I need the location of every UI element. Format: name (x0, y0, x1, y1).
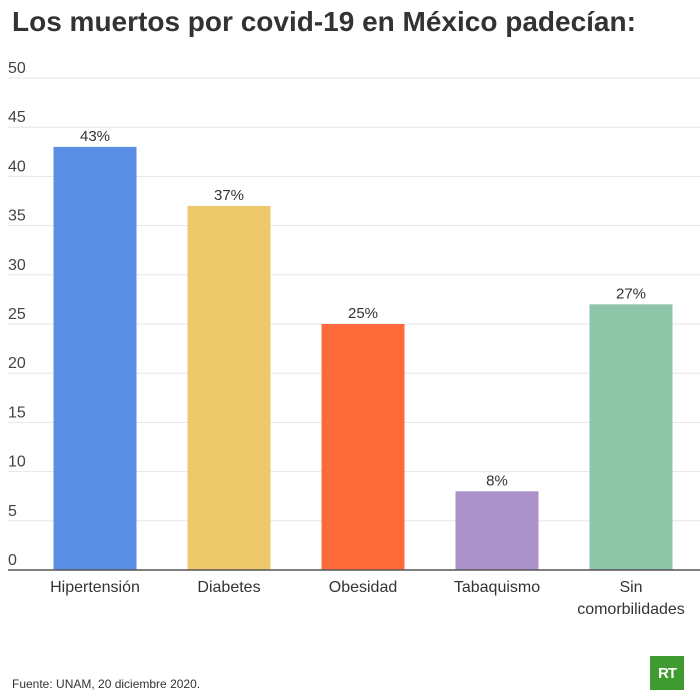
x-tick-label: Tabaquismo (454, 579, 540, 596)
data-label: 27% (616, 285, 646, 302)
y-tick-label: 25 (8, 306, 26, 323)
bar (187, 205, 271, 571)
y-tick-label: 10 (8, 454, 26, 471)
x-tick-label: comorbilidades (577, 601, 685, 618)
y-tick-label: 30 (8, 257, 26, 274)
bar (455, 491, 539, 570)
x-tick-label: Hipertensión (50, 579, 140, 596)
x-tick-label: Sin (619, 579, 642, 596)
x-tick-label: Diabetes (197, 579, 260, 596)
x-axis-labels: Hipertensión Diabetes Obesidad Tabaquismo Si… (50, 579, 685, 618)
y-tick-label: 50 (8, 60, 26, 77)
bars (53, 146, 673, 571)
data-label: 43% (80, 128, 110, 145)
bar-chart: 0 5 10 15 20 25 30 35 40 45 50 43% 37% 25% 8% 27% Hipe… (8, 60, 700, 618)
y-tick-label: 45 (8, 109, 26, 126)
bar (589, 304, 673, 570)
y-tick-label: 15 (8, 404, 26, 421)
bar (53, 146, 137, 570)
bar (321, 324, 405, 570)
source-note: Fuente: UNAM, 20 diciembre 2020. (12, 677, 201, 691)
y-axis-ticks: 0 5 10 15 20 25 30 35 40 45 50 (8, 60, 26, 569)
y-tick-label: 5 (8, 503, 17, 520)
y-tick-label: 35 (8, 208, 26, 225)
chart-title: Los muertos por covid-19 en México padec… (12, 6, 636, 37)
x-tick-label: Obesidad (329, 579, 398, 596)
rt-logo: RT (650, 656, 684, 690)
data-label: 25% (348, 305, 378, 322)
data-label: 8% (486, 472, 508, 489)
y-tick-label: 40 (8, 158, 26, 175)
value-labels: 43% 37% 25% 8% 27% (80, 128, 646, 489)
y-tick-label: 20 (8, 355, 26, 372)
data-label: 37% (214, 187, 244, 204)
y-tick-label: 0 (8, 552, 17, 569)
